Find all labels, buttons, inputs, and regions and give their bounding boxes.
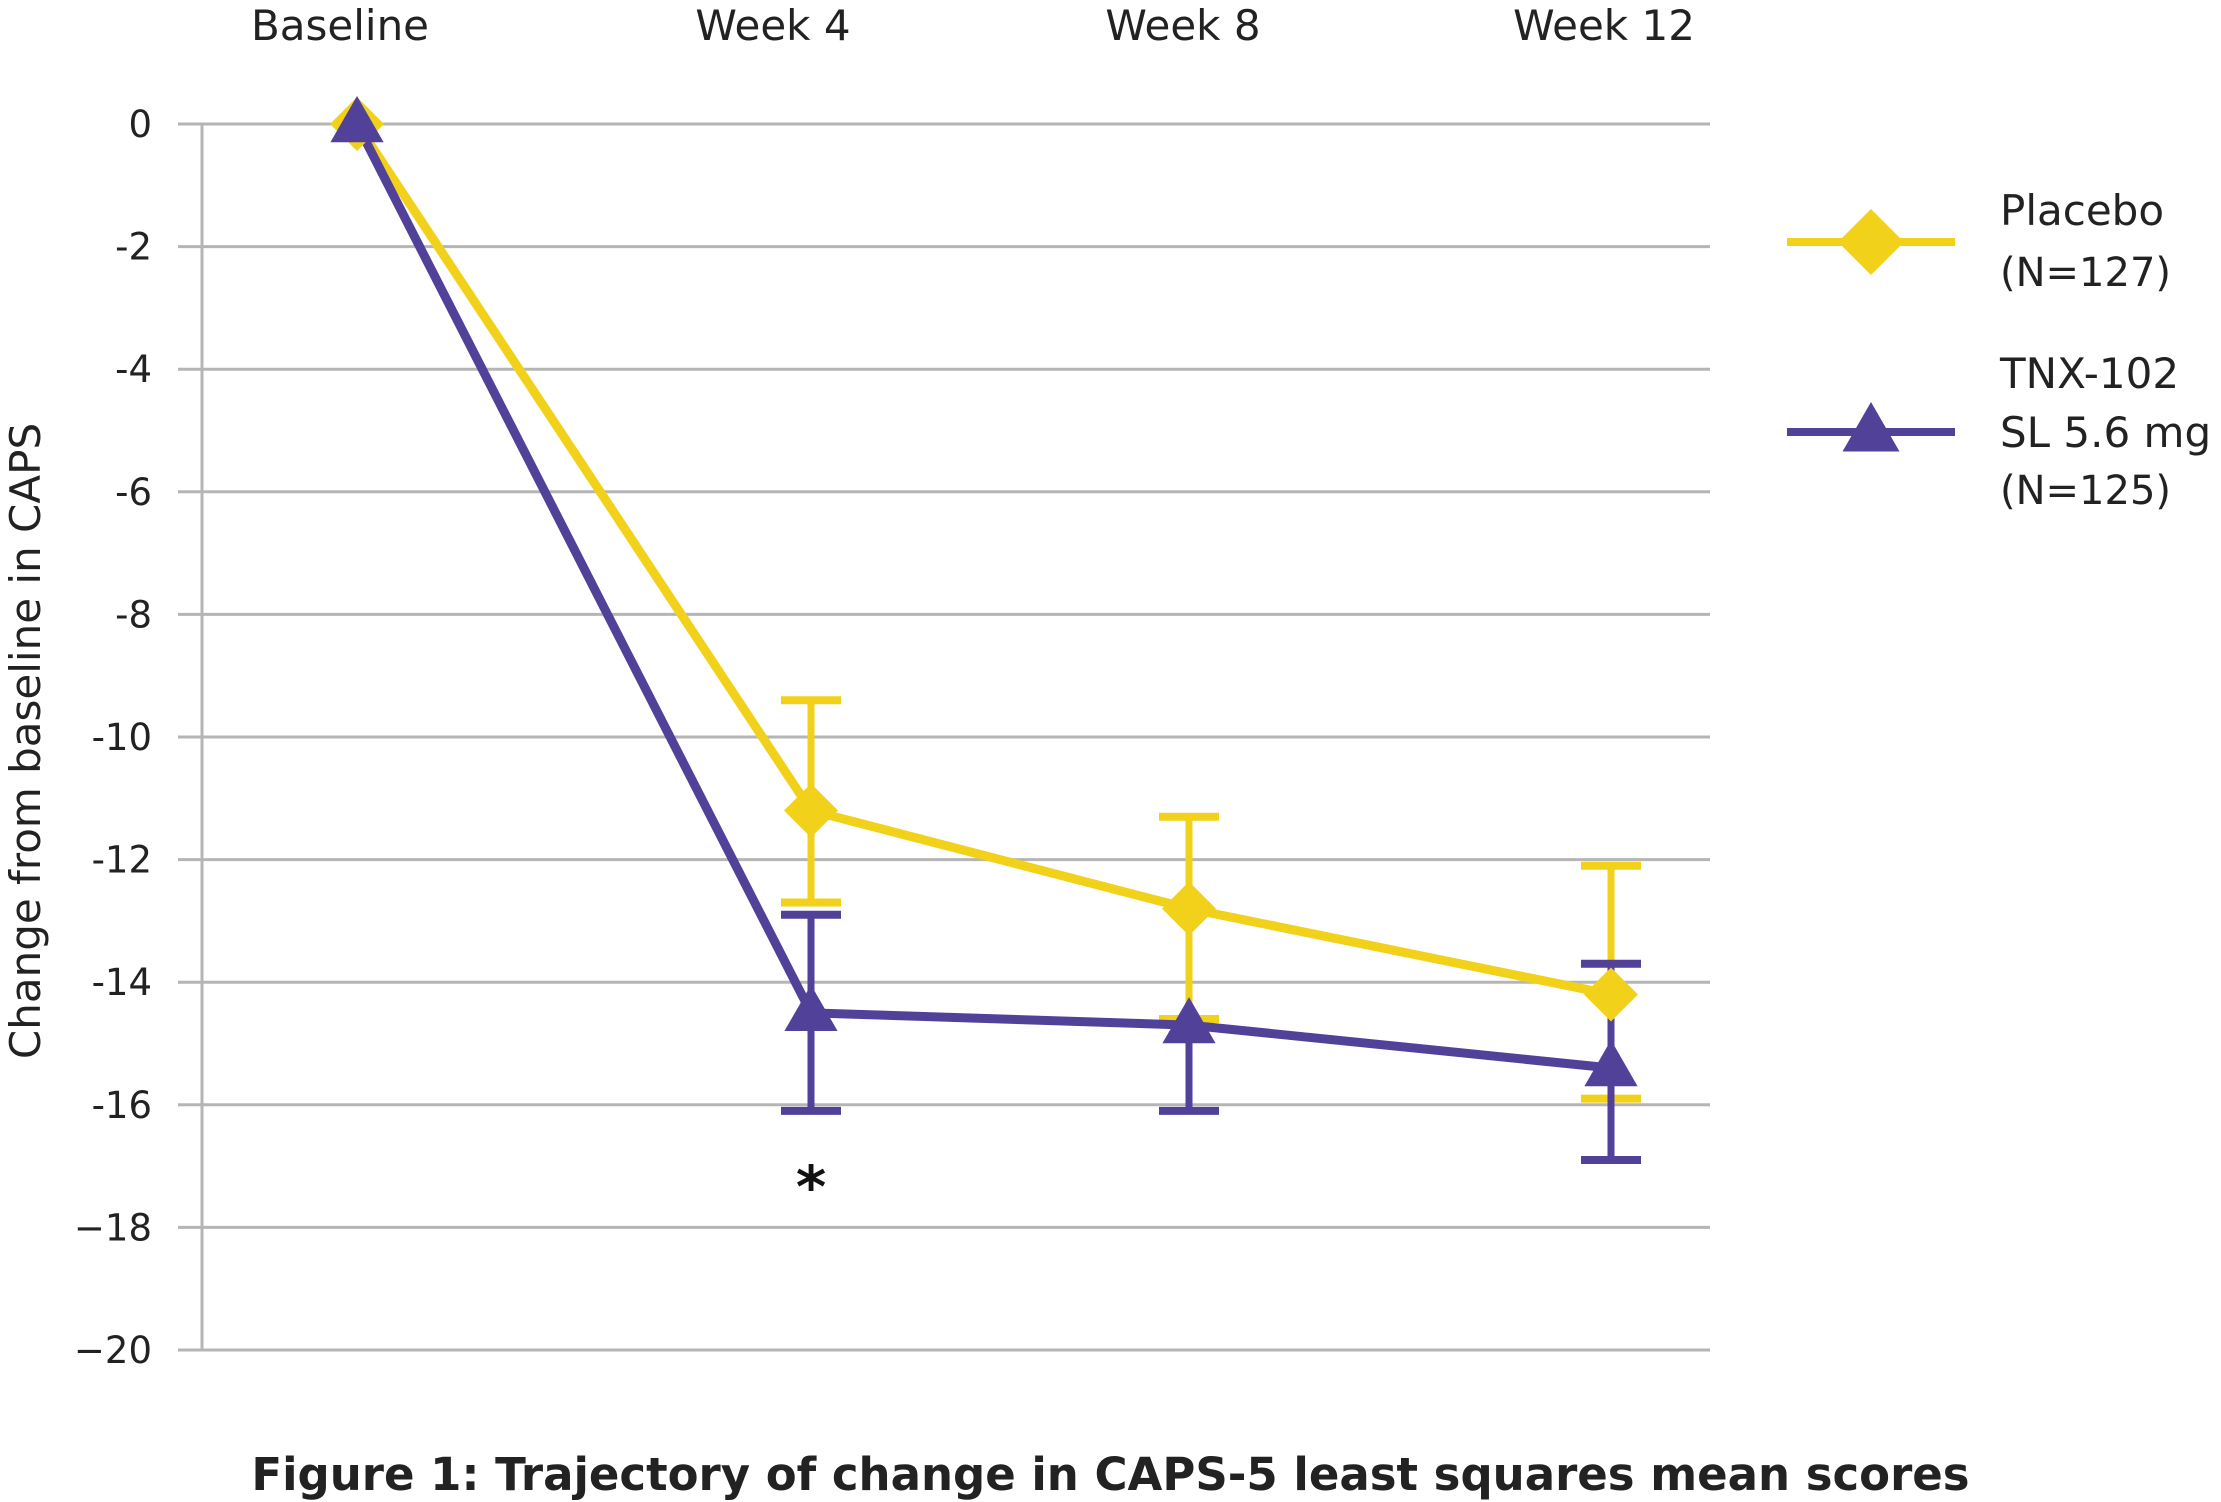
legend: Placebo (N=127) TNX-102 SL 5.6 mg (N=125) (1787, 186, 2211, 514)
triangle-marker (1842, 402, 1900, 452)
legend-sub-placebo: (N=127) (2000, 250, 2171, 296)
x-tick-labels: Baseline Week 4 Week 8 Week 12 (251, 1, 1695, 50)
y-tick-label: 0 (128, 103, 152, 146)
y-tick-label: -6 (115, 471, 152, 514)
y-tick-label: -2 (115, 226, 152, 269)
x-tick-label: Week 8 (1105, 1, 1260, 50)
annotations: * (796, 1153, 826, 1221)
diamond-marker (1838, 209, 1904, 275)
series-markers (330, 96, 1638, 1087)
legend-label-tnx: TNX-102 (1999, 349, 2179, 398)
legend-label-placebo: Placebo (2000, 186, 2164, 235)
y-tick-label: −18 (74, 1206, 152, 1249)
error-bars (781, 696, 1641, 1164)
legend-sub-tnx: (N=125) (2000, 468, 2171, 514)
triangle-marker (1584, 1040, 1638, 1087)
triangle-marker (784, 984, 838, 1032)
y-tick-label: -12 (92, 839, 152, 882)
y-tick-label: -10 (92, 716, 152, 759)
y-tick-label: -16 (92, 1084, 152, 1127)
diamond-marker (784, 783, 838, 838)
legend-label-tnx: SL 5.6 mg (2000, 408, 2211, 457)
x-tick-label: Week 12 (1513, 1, 1695, 50)
y-tick-label: -4 (115, 348, 152, 391)
series-lines (352, 121, 1612, 1073)
y-tick-label: −20 (74, 1329, 152, 1372)
diamond-marker (1584, 967, 1638, 1022)
series-line (352, 121, 1612, 1073)
y-tick-label: -14 (92, 961, 152, 1004)
diamond-marker (1162, 881, 1216, 936)
y-axis-title: Change from baseline in CAPS (1, 423, 50, 1059)
series-line (353, 121, 1612, 999)
y-tick-label: -8 (115, 593, 152, 636)
gridlines (178, 122, 1710, 1352)
triangle-marker (1162, 997, 1216, 1044)
y-tick-labels: 0 -2 -4 -6 -8 -10 -12 -14 -16 −18 −20 (74, 103, 152, 1372)
chart: 0 -2 -4 -6 -8 -10 -12 -14 -16 −18 −20 Baseline Week… (1, 1, 2211, 1372)
significance-annotation: * (796, 1153, 826, 1221)
triangle-marker (330, 96, 384, 143)
x-tick-label: Week 4 (695, 1, 850, 50)
figure-caption: Figure 1: Trajectory of change in CAPS-5… (251, 1448, 1970, 1501)
x-tick-label: Baseline (251, 1, 429, 50)
